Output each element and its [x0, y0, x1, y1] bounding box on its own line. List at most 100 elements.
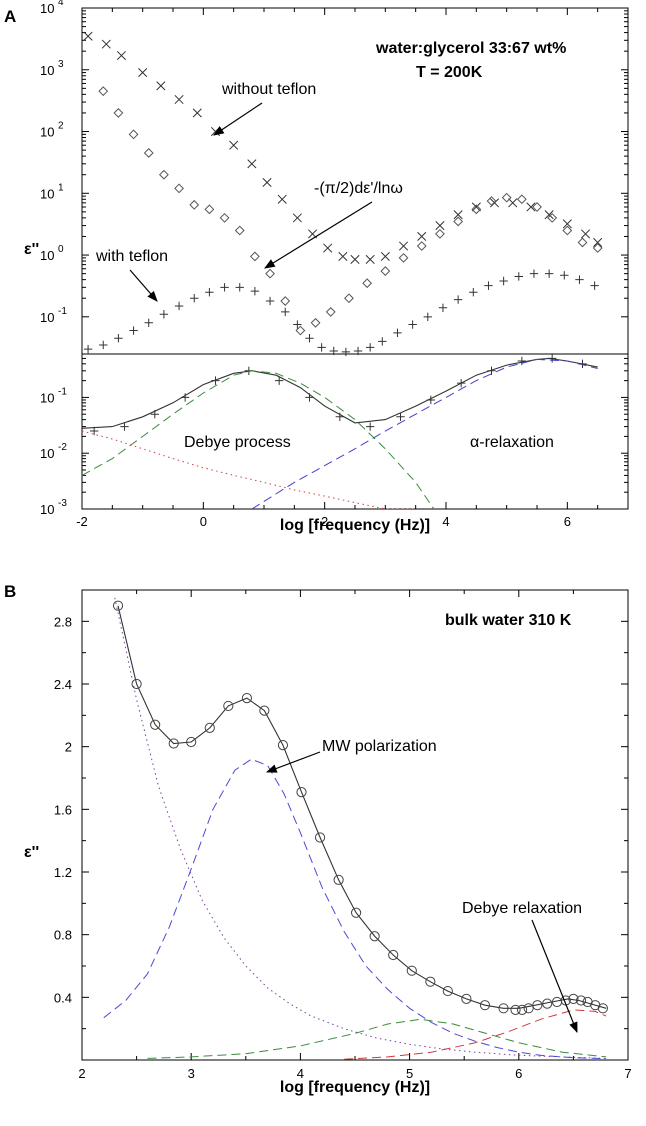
b-point [425, 976, 436, 987]
a-top-point-series-0 [526, 202, 536, 212]
a-top-point-series-1 [325, 307, 336, 317]
b-xtick-label: 3 [188, 1066, 195, 1081]
b-point [510, 1004, 521, 1015]
a-top-point-series-2 [220, 283, 229, 292]
a-bot-xtick-label: 6 [564, 514, 571, 529]
a-top-point-series-2 [329, 346, 338, 356]
a-top-point-series-1 [128, 129, 139, 140]
panel-b-xlabel: log [frequency (Hz)] [280, 1079, 430, 1096]
a-top-point-series-2 [544, 269, 554, 278]
a-top-point-series-2 [514, 272, 523, 281]
panel-b-axes: 0.4 0.8 1.2 1.6 2 2.4 2.8 2 3 4 5 6 7 [54, 589, 632, 1081]
a-top-point-series-2 [341, 347, 351, 357]
a-top-point-series-1 [113, 108, 124, 118]
b-point [241, 693, 252, 704]
a-top-ytick-exponent: 0 [58, 244, 64, 255]
panel-a-top-plot: 10 -1 10 0 10 1 10 2 10 3 10 4 [40, 0, 629, 357]
arrow-mw-polarization [265, 751, 321, 773]
b-ytick-label: 0.4 [54, 990, 72, 1005]
a-bot-ytick-exponent: -2 [58, 442, 67, 453]
b-ytick-label: 0.8 [54, 928, 72, 943]
a-top-point-series-1 [416, 241, 427, 251]
a-top-point-series-2 [190, 294, 199, 303]
b-ytick-label: 2.8 [54, 614, 72, 629]
a-top-ytick-label: 10 [40, 248, 54, 263]
b-data [103, 597, 608, 1060]
a-top-point-series-0 [435, 221, 445, 231]
a-top-point-series-1 [516, 194, 527, 205]
b-point [204, 722, 215, 733]
b-point [442, 985, 453, 997]
a-top-point-series-0 [453, 210, 463, 220]
a-top-point-series-0 [544, 210, 554, 220]
b-xtick-label: 2 [78, 1066, 85, 1081]
b-point [112, 600, 124, 611]
a-top-ytick-label: 10 [40, 310, 54, 325]
a-top-point-series-0 [398, 241, 409, 251]
a-top-point-series-2 [469, 288, 478, 297]
a-top-point-series-1 [577, 237, 588, 248]
b-point [498, 1003, 509, 1014]
a-top-point-series-1 [143, 148, 154, 158]
a-top-point-series-2 [453, 295, 463, 304]
a-top-point-series-1 [435, 228, 445, 239]
b-curve-fit [117, 605, 607, 1009]
a-top-ytick-exponent: 2 [58, 121, 64, 132]
b-curve-green-component [147, 1018, 607, 1059]
panel-a-top-axes: 10 -1 10 0 10 1 10 2 10 3 10 4 [40, 0, 629, 325]
b-point [259, 705, 270, 716]
panel-b-plot: 0.4 0.8 1.2 1.6 2 2.4 2.8 2 3 4 5 6 7 [54, 589, 632, 1081]
b-point [223, 700, 234, 712]
a-top-point-series-2 [560, 271, 569, 280]
a-top-point-series-0 [323, 243, 333, 253]
a-top-ytick-label: 10 [40, 1, 54, 16]
panel-a-label: A [4, 7, 16, 26]
a-temp-annotation: T = 200K [416, 64, 483, 81]
arrow-debye-relaxation [531, 919, 578, 1034]
b-ytick-label: 2 [65, 740, 72, 755]
b-ytick-label: 2.4 [54, 677, 72, 692]
a-top-point-series-1 [380, 266, 391, 276]
a-top-point-series-2 [129, 326, 138, 335]
a-title-annotation: water:glycerol 33:67 wt% [375, 40, 566, 57]
panel-b-frame [81, 589, 629, 1061]
a-bot-xtick-label: 4 [442, 514, 449, 529]
b-point [406, 965, 417, 976]
a-top-point-series-0 [116, 50, 126, 61]
a-top-point-series-2 [484, 281, 493, 290]
a-top-ytick-exponent: 4 [58, 0, 64, 8]
a-top-point-series-2 [423, 312, 432, 322]
a-top-point-series-2 [281, 307, 290, 317]
a-bot-ytick-label: 10 [40, 502, 54, 517]
a-top-point-series-1 [501, 192, 512, 203]
a-top-point-series-2 [590, 281, 599, 290]
arrow-without-teflon [213, 102, 263, 136]
b-point [597, 1003, 608, 1014]
a-top-point-series-1 [189, 199, 200, 210]
a-top-point-series-1 [592, 243, 603, 253]
a-bot-curve-fit [82, 357, 598, 429]
a-top-point-series-1 [158, 169, 169, 180]
a-bot-point [274, 376, 284, 385]
a-top-point-series-1 [204, 204, 215, 215]
b-ytick-label: 1.6 [54, 802, 72, 817]
b-point [131, 678, 142, 690]
a-bot-xtick-label: -2 [76, 514, 88, 529]
annotation-mw-polarization: MW polarization [322, 738, 437, 755]
panel-b-label: B [4, 582, 16, 601]
panel-a-xlabel: log [frequency (Hz)] [280, 517, 430, 534]
b-xtick-label: 4 [297, 1066, 304, 1081]
arrow-derivative [264, 201, 373, 269]
a-top-point-series-0 [562, 219, 572, 229]
a-top-ytick-exponent: 1 [58, 182, 64, 193]
panel-a-ylabel: ε'' [24, 241, 39, 258]
a-top-point-series-1 [280, 296, 291, 306]
b-point [461, 993, 472, 1005]
a-top-point-series-2 [265, 296, 275, 306]
b-point [314, 832, 326, 843]
a-top-ytick-label: 10 [40, 63, 54, 78]
a-bot-curve-alpha-component [251, 358, 598, 509]
a-top-point-series-2 [408, 320, 417, 329]
a-top-point-series-2 [529, 269, 539, 278]
a-top-point-series-0 [262, 177, 272, 187]
